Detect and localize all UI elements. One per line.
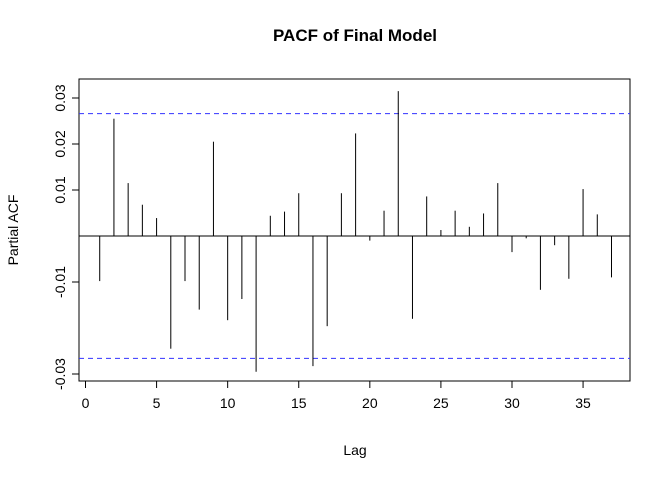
x-tick-label: 5 [153, 395, 161, 411]
y-tick-label: 0.02 [52, 130, 68, 157]
x-tick-label: 15 [291, 395, 307, 411]
y-axis: -0.03 -0.01 0.01 0.02 0.03 [52, 84, 80, 390]
x-tick-label: 20 [362, 395, 378, 411]
x-axis: 0 5 10 15 20 25 30 35 [82, 380, 591, 411]
y-tick-label: -0.01 [52, 266, 68, 298]
plot-frame [78, 78, 631, 382]
x-tick-label: 10 [220, 395, 236, 411]
y-tick-label: -0.03 [52, 358, 68, 390]
y-tick-label: 0.01 [52, 176, 68, 203]
y-tick-label: 0.03 [52, 84, 68, 111]
pacf-bars [99, 91, 612, 372]
chart-title: PACF of Final Model [273, 26, 437, 45]
x-tick-label: 35 [575, 395, 591, 411]
x-tick-label: 25 [433, 395, 449, 411]
x-axis-label: Lag [343, 442, 366, 458]
x-tick-label: 30 [504, 395, 520, 411]
x-tick-label: 0 [82, 395, 90, 411]
y-axis-label: Partial ACF [5, 195, 21, 266]
